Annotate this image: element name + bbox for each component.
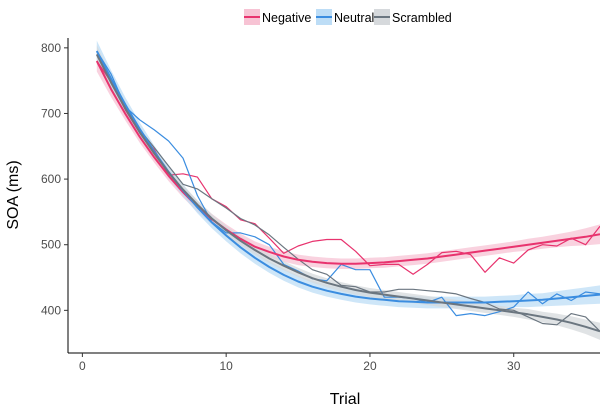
axes: 400 500 600 700 800 0 10 20 30 [41,38,600,373]
legend-label-neutral: Neutral [334,11,374,25]
fitted-trend-lines [95,50,600,333]
y-tick-label: 400 [41,303,61,317]
x-tick-label: 10 [219,359,233,373]
scrambled-raw-line [96,54,600,332]
y-tick-label: 800 [41,41,61,55]
legend-label-negative: Negative [262,11,311,25]
y-axis-title: SOA (ms) [5,160,22,229]
y-tick-label: 600 [41,172,61,186]
y-tick-label: 700 [41,106,61,120]
neutral-raw-line [96,50,600,317]
legend-label-scrambled: Scrambled [392,11,452,25]
legend: Negative Neutral Scrambled [244,9,452,25]
x-tick-label: 0 [79,359,86,373]
x-tick-label: 20 [363,359,377,373]
legend-item-negative: Negative [244,9,311,25]
x-tick-label: 30 [507,359,521,373]
scrambled-fit-line [95,53,600,333]
confidence-bands [96,40,600,340]
negative-confidence-band [96,50,600,269]
legend-item-neutral: Neutral [316,9,374,25]
legend-item-scrambled: Scrambled [374,9,452,25]
negative-fit-line [95,60,600,265]
negative-raw-line [96,60,600,275]
x-axis-title: Trial [330,391,361,408]
raw-series-lines [96,50,600,332]
y-tick-label: 500 [41,238,61,252]
